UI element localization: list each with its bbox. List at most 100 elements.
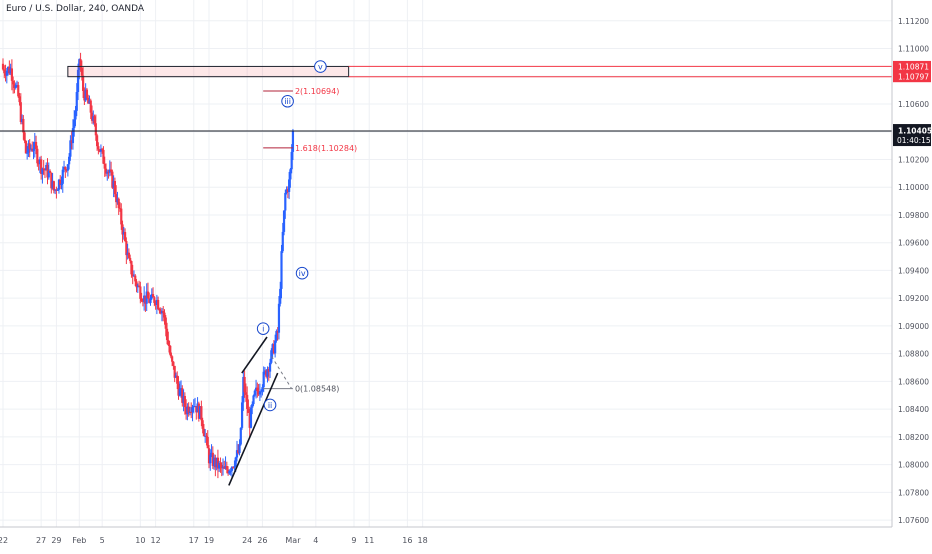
candle-body <box>51 181 54 189</box>
candle-body <box>96 135 99 147</box>
candle-body <box>177 383 180 396</box>
candle-body <box>48 170 52 173</box>
candle-body <box>111 171 114 188</box>
candle-body <box>168 345 171 353</box>
candle-body <box>38 159 41 164</box>
candle-body <box>155 299 158 305</box>
wave-label-iii[interactable] <box>281 94 294 108</box>
candle-body <box>113 181 117 195</box>
candle-body <box>40 159 43 174</box>
countdown-label: 01:40:15 <box>897 136 931 145</box>
candle-body <box>131 274 134 277</box>
time-axis[interactable]: 22 27 29 Feb 5 10 12 17 19 24 26 Mar 4 9 11 16 18 <box>0 526 892 545</box>
candle-body <box>101 148 104 150</box>
candle-body <box>130 261 133 275</box>
resistance-zone[interactable] <box>67 65 350 78</box>
time-tick-label: 17 <box>189 536 199 545</box>
candle-body <box>254 387 258 391</box>
candle-body <box>197 403 200 419</box>
candle-body <box>187 406 190 414</box>
candle-body <box>32 149 35 151</box>
candle-body <box>117 198 120 209</box>
candle-body <box>188 411 192 414</box>
candle-body <box>143 295 146 303</box>
candle-body <box>102 149 105 164</box>
candle-body <box>192 406 195 408</box>
candle-body <box>154 302 157 305</box>
candle-body <box>64 166 67 170</box>
time-tick-label: 22 <box>0 536 8 545</box>
candle-body <box>20 118 24 122</box>
candle-body <box>24 140 27 154</box>
candle-body <box>234 457 237 467</box>
candle-body <box>174 375 178 378</box>
wave-label-i[interactable] <box>256 322 270 335</box>
candle-body <box>244 392 247 395</box>
candle-body <box>238 444 241 454</box>
candle-body <box>182 395 185 403</box>
price-tick-label: 1.08400 <box>898 405 929 414</box>
wave-label-text: ii <box>268 401 272 410</box>
candle-body <box>233 466 236 468</box>
candle-body <box>127 252 130 258</box>
candle-body <box>153 297 156 303</box>
candle-body <box>104 168 108 174</box>
wave-label-text: i <box>262 325 264 334</box>
candle-body <box>125 241 128 256</box>
candle-body <box>115 194 118 203</box>
candle-body <box>176 375 179 384</box>
candle-body <box>97 146 100 150</box>
price-tick-label: 1.08000 <box>898 461 929 470</box>
candle-body <box>167 340 170 346</box>
candle-body <box>22 118 25 133</box>
candle-body <box>286 189 289 192</box>
candle-body <box>141 301 144 303</box>
candle-body <box>66 164 69 171</box>
trendline[interactable] <box>241 336 268 374</box>
candle-body <box>262 371 265 388</box>
candle-body <box>256 387 259 392</box>
candle-body <box>251 404 254 408</box>
candle-body <box>183 395 186 407</box>
time-tick-label: 27 <box>36 536 46 545</box>
candle-body <box>69 140 72 157</box>
trendline[interactable] <box>228 372 279 486</box>
candle-body <box>214 457 217 468</box>
candle-body <box>275 331 278 341</box>
candle-body <box>186 406 189 415</box>
candle-body <box>59 179 62 186</box>
candle-body <box>157 299 160 310</box>
candle-body <box>206 436 209 449</box>
candle-body <box>242 376 245 403</box>
candle-body <box>151 294 155 298</box>
projection-line[interactable] <box>271 356 292 389</box>
candle-body <box>272 344 275 354</box>
candle-body <box>226 469 230 474</box>
candle-body <box>109 169 113 172</box>
price-tick-label: 1.09400 <box>898 266 929 275</box>
time-tick-label: 10 <box>135 536 145 545</box>
wave-label-text: iii <box>284 97 291 106</box>
candle-body <box>148 298 151 303</box>
price-axis[interactable]: 1.112001.110001.108001.106001.104001.102… <box>891 0 932 527</box>
candle-body <box>1 63 5 70</box>
wave-label-v[interactable] <box>314 60 327 73</box>
candle-body <box>291 130 295 152</box>
candle-body <box>13 84 16 88</box>
time-tick-label: 4 <box>313 536 318 545</box>
wave-label-iv[interactable] <box>295 266 309 280</box>
candle-body <box>92 116 95 121</box>
wave-label-text: v <box>318 63 323 72</box>
candle-body <box>178 388 181 396</box>
candle-body <box>144 295 147 304</box>
candle-body <box>23 132 26 141</box>
candle-body <box>199 406 202 419</box>
wave-label-ii[interactable] <box>263 398 277 412</box>
candle-body <box>288 179 291 192</box>
candle-body <box>247 408 250 413</box>
candle-body <box>43 169 47 171</box>
price-tick-label: 1.08600 <box>898 377 929 386</box>
candle-body <box>112 181 115 188</box>
candle-body <box>78 59 81 70</box>
